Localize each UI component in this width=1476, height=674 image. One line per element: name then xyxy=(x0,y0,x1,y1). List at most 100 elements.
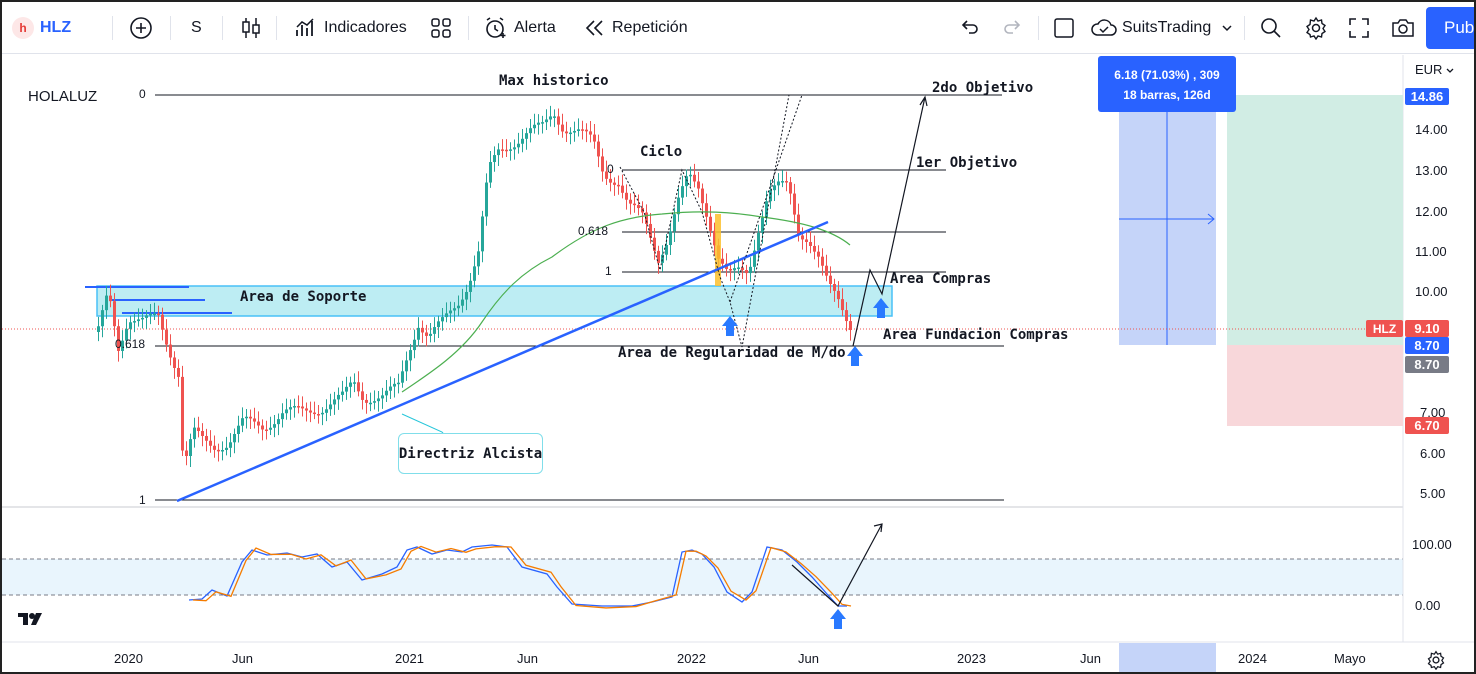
price-tick: 13.00 xyxy=(1415,163,1448,178)
save-layout-button[interactable]: SuitsTrading xyxy=(1090,2,1235,54)
stop-zone xyxy=(1227,345,1403,426)
projection-arrow-head xyxy=(873,523,883,533)
stochastic-d-line xyxy=(192,545,852,609)
replay-button[interactable]: Repetición xyxy=(584,2,688,54)
toolbar-divider xyxy=(1244,16,1245,40)
fib-label-618: 0.618 xyxy=(115,337,146,351)
candle-body xyxy=(293,406,296,408)
fullscreen-icon xyxy=(1349,18,1369,38)
candle-body xyxy=(221,449,224,452)
price-tick: 5.00 xyxy=(1420,486,1446,501)
candle-body xyxy=(493,155,496,163)
undo-button[interactable] xyxy=(958,2,980,54)
quick-search-button[interactable] xyxy=(1260,2,1282,54)
time-tick: Jun xyxy=(232,651,253,666)
stop-price-tag: 6.70 xyxy=(1405,417,1449,434)
candle-body xyxy=(233,433,236,443)
chart-type-button[interactable] xyxy=(240,2,262,54)
grid-icon xyxy=(431,18,451,38)
layout-name: SuitsTrading xyxy=(1122,19,1212,36)
target-zone xyxy=(1227,95,1403,345)
fib-label-0: 0 xyxy=(139,87,146,101)
candle-body xyxy=(209,440,212,446)
candle-body xyxy=(281,413,284,420)
candle-body xyxy=(353,382,356,384)
position-info-box: 6.18 (71.03%) , 309 18 barras, 126d xyxy=(1098,56,1236,112)
fullscreen-button[interactable] xyxy=(1348,2,1370,54)
candle-body xyxy=(317,413,320,416)
candle-body xyxy=(829,275,832,285)
uptrend-callout[interactable]: Directriz Alcista xyxy=(398,433,543,474)
undo-icon xyxy=(961,20,978,34)
candle-body xyxy=(369,402,372,405)
candle-body xyxy=(577,129,580,131)
interval-label: S xyxy=(191,19,202,36)
candle-body xyxy=(241,418,244,426)
candle-body xyxy=(329,404,332,410)
candle-body xyxy=(309,410,312,413)
candle-body xyxy=(817,251,820,257)
time-tick: Jun xyxy=(798,651,819,666)
candle-body xyxy=(197,427,200,432)
candle-body xyxy=(745,270,748,274)
candle-body xyxy=(401,371,404,383)
candle-body xyxy=(805,239,808,242)
gear-icon xyxy=(1306,16,1326,40)
cycle-projection-path xyxy=(729,94,814,303)
candle-body xyxy=(181,376,184,451)
candle-body xyxy=(361,391,364,400)
time-axis-settings-button[interactable] xyxy=(1426,650,1446,672)
snapshot-button[interactable] xyxy=(1390,2,1416,54)
symbol-search[interactable]: h HLZ xyxy=(12,2,71,54)
candle-body xyxy=(449,310,452,314)
candle-body xyxy=(357,382,360,392)
candle-body xyxy=(417,327,420,340)
settings-button[interactable] xyxy=(1304,2,1328,54)
candle-body xyxy=(821,256,824,266)
ticker-label: HOLALUZ xyxy=(28,88,98,105)
candle-body xyxy=(481,216,484,252)
redo-button[interactable] xyxy=(1002,2,1024,54)
candle-body xyxy=(325,409,328,413)
candle-body xyxy=(677,197,680,215)
symbol-price-tag: HLZ xyxy=(1366,320,1403,337)
candle-body xyxy=(213,445,216,450)
interval-button[interactable]: S xyxy=(191,2,202,54)
indicators-button[interactable]: Indicadores xyxy=(294,2,407,54)
toolbar-divider xyxy=(170,16,171,40)
templates-button[interactable] xyxy=(430,2,452,54)
candle-body xyxy=(777,181,780,186)
alert-button[interactable]: Alerta xyxy=(484,2,556,54)
candle-body xyxy=(201,431,204,436)
tradingview-logo[interactable] xyxy=(16,609,46,631)
oscillator-projection-path xyxy=(791,523,883,607)
candle-body xyxy=(617,184,620,187)
candle-body xyxy=(589,131,592,135)
candle-body xyxy=(485,182,488,217)
layout-button[interactable] xyxy=(1053,2,1075,54)
compare-button[interactable] xyxy=(129,2,153,54)
top-toolbar: h HLZ S Indicadores Alerta Repetición xyxy=(2,2,1474,54)
price-tick: 12.00 xyxy=(1415,204,1448,219)
candle-body xyxy=(173,357,176,368)
time-tick: Mayo xyxy=(1334,651,1366,666)
currency-selector[interactable]: EUR xyxy=(1415,62,1455,77)
candle-body xyxy=(413,339,416,351)
candle-body xyxy=(393,383,396,387)
time-tick: 2021 xyxy=(395,651,424,666)
candle-body xyxy=(605,171,608,179)
candle-body xyxy=(537,122,540,125)
chart-canvas[interactable] xyxy=(2,55,1476,674)
candle-body xyxy=(205,435,208,441)
candle-body xyxy=(145,315,148,318)
candle-body xyxy=(561,124,564,132)
highlighted-candle xyxy=(715,214,721,286)
square-layout-icon xyxy=(1054,18,1074,38)
publish-button[interactable]: Pub xyxy=(1426,7,1474,49)
candle-body xyxy=(289,407,292,410)
chart-area[interactable]: HOLALUZ 0 1 0.618 0 0.618 1 Max historic… xyxy=(2,55,1476,674)
candle-body xyxy=(749,266,752,274)
candle-body xyxy=(457,305,460,309)
candle-body xyxy=(637,205,640,209)
time-tick: 2024 xyxy=(1238,651,1267,666)
